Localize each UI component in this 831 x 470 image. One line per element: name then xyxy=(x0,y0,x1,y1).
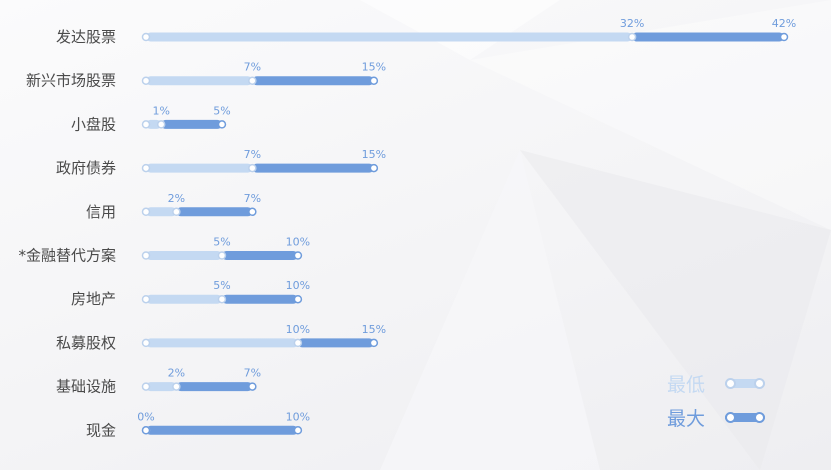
min-dot xyxy=(627,32,637,42)
category-label: 基础设施 xyxy=(56,378,116,396)
category-label: 房地产 xyxy=(71,290,116,308)
bar-start-dot xyxy=(141,338,151,348)
min-value-label: 32% xyxy=(620,17,644,30)
legend-dot-icon xyxy=(725,411,736,423)
min-dot xyxy=(248,76,257,85)
legend-dot-icon xyxy=(725,377,736,389)
min-dot xyxy=(172,382,181,391)
max-value-label: 7% xyxy=(244,367,261,380)
category-label: 新兴市场股票 xyxy=(26,72,116,90)
bar-start-dot xyxy=(141,76,151,85)
min-dot xyxy=(217,294,227,304)
max-value-label: 15% xyxy=(362,323,386,336)
legend-swatch-max xyxy=(725,411,765,423)
bar-start-dot xyxy=(141,294,151,304)
category-label: 现金 xyxy=(86,421,116,439)
max-value-label: 15% xyxy=(362,61,386,74)
bar-min xyxy=(146,76,253,86)
min-value-label: 2% xyxy=(168,367,185,380)
max-value-label: 15% xyxy=(362,148,386,161)
bar-max xyxy=(146,425,298,435)
min-value-label: 1% xyxy=(152,104,169,117)
legend-item-max: 最大 xyxy=(667,402,787,432)
category-label: 政府债券 xyxy=(56,159,116,177)
bar-start-dot xyxy=(141,251,151,260)
bar-max xyxy=(221,251,298,260)
min-dot xyxy=(248,163,257,173)
bar-start-dot xyxy=(141,32,151,42)
category-label: 信用 xyxy=(86,203,116,221)
max-value-label: 7% xyxy=(244,192,261,205)
bar-min xyxy=(146,119,162,129)
min-value-label: 10% xyxy=(286,323,310,336)
bar-start-dot xyxy=(141,207,151,217)
category-label: 私募股权 xyxy=(56,334,116,352)
max-value-label: 10% xyxy=(286,279,310,292)
min-value-label: 7% xyxy=(244,61,261,74)
max-dot xyxy=(293,251,303,260)
legend-item-min: 最低 xyxy=(667,368,787,398)
max-value-label: 42% xyxy=(772,17,796,30)
bar-max xyxy=(297,338,374,348)
bar-min xyxy=(146,163,253,173)
max-dot xyxy=(369,163,379,173)
bar-max xyxy=(221,294,298,304)
max-dot xyxy=(217,120,227,129)
min-dot xyxy=(156,120,166,129)
bar-max xyxy=(252,76,374,86)
legend-dot-icon xyxy=(754,377,765,389)
bar-max xyxy=(632,32,784,42)
max-dot xyxy=(779,32,789,42)
max-dot xyxy=(248,382,257,391)
bar-max xyxy=(252,163,374,173)
bar-min xyxy=(146,382,177,392)
min-value-label: 0% xyxy=(137,410,154,423)
legend-label-max: 最大 xyxy=(667,407,706,430)
bar-min xyxy=(146,32,633,42)
min-value-label: 5% xyxy=(213,236,230,249)
bar-min xyxy=(146,338,298,348)
max-dot xyxy=(293,294,303,304)
category-label: 小盘股 xyxy=(71,115,116,133)
category-label: 发达股票 xyxy=(56,28,116,46)
category-label: *金融替代方案 xyxy=(18,247,116,265)
min-dot xyxy=(293,338,303,348)
bar-start-dot xyxy=(141,120,151,129)
min-dot xyxy=(141,426,151,435)
bar-start-dot xyxy=(141,382,151,391)
max-dot xyxy=(293,426,303,435)
bar-min xyxy=(146,294,222,304)
min-value-label: 7% xyxy=(244,148,261,161)
max-value-label: 10% xyxy=(286,410,310,423)
min-dot xyxy=(172,207,181,217)
max-value-label: 10% xyxy=(286,236,310,249)
legend: 最低 最大 xyxy=(667,368,787,436)
min-value-label: 5% xyxy=(213,279,230,292)
min-dot xyxy=(217,251,227,260)
max-dot xyxy=(369,76,379,85)
bar-start-dot xyxy=(141,163,151,173)
bar-max xyxy=(161,119,222,129)
max-dot xyxy=(369,338,379,348)
bar-min xyxy=(146,207,177,217)
min-value-label: 2% xyxy=(168,192,185,205)
legend-swatch-min xyxy=(725,377,765,389)
max-value-label: 5% xyxy=(213,104,230,117)
legend-label-min: 最低 xyxy=(667,373,706,396)
bar-max xyxy=(176,382,253,392)
legend-dot-icon xyxy=(754,411,765,423)
max-dot xyxy=(248,207,257,217)
bar-min xyxy=(146,251,222,260)
bar-max xyxy=(176,207,253,217)
